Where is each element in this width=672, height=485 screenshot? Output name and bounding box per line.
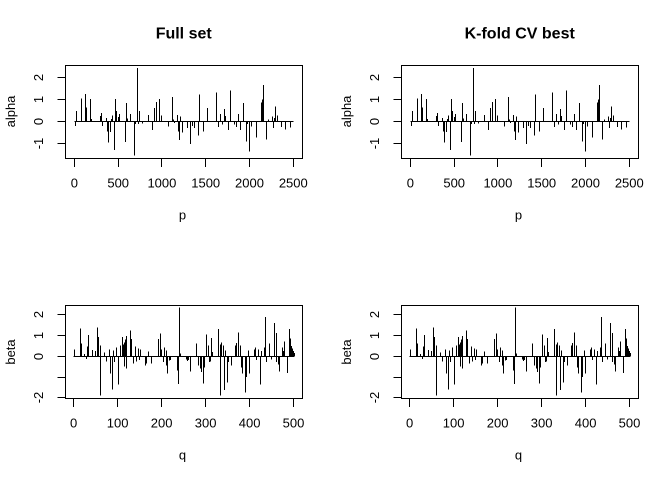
- svg-text:alpha: alpha: [339, 95, 354, 128]
- svg-text:beta: beta: [3, 339, 18, 365]
- svg-text:300: 300: [195, 416, 217, 431]
- svg-text:0: 0: [71, 176, 78, 191]
- svg-text:0: 0: [31, 118, 46, 125]
- svg-text:1500: 1500: [191, 176, 220, 191]
- svg-text:p: p: [179, 208, 186, 223]
- svg-text:-2: -2: [31, 392, 46, 404]
- svg-text:1: 1: [31, 96, 46, 103]
- svg-text:q: q: [515, 448, 522, 463]
- svg-text:alpha: alpha: [3, 95, 18, 128]
- svg-text:-1: -1: [31, 138, 46, 150]
- svg-text:2500: 2500: [279, 176, 308, 191]
- svg-text:1000: 1000: [147, 176, 176, 191]
- svg-text:beta: beta: [339, 339, 354, 365]
- svg-text:500: 500: [107, 176, 129, 191]
- svg-text:400: 400: [239, 416, 261, 431]
- svg-text:0: 0: [31, 353, 46, 360]
- svg-text:0: 0: [70, 416, 77, 431]
- svg-text:K-fold CV best: K-fold CV best: [465, 26, 576, 43]
- svg-text:100: 100: [107, 416, 129, 431]
- svg-text:500: 500: [283, 416, 305, 431]
- svg-text:q: q: [179, 448, 186, 463]
- svg-text:200: 200: [151, 416, 173, 431]
- svg-text:1: 1: [31, 332, 46, 339]
- svg-text:Full set: Full set: [156, 26, 213, 43]
- svg-text:2: 2: [31, 311, 46, 318]
- svg-text:p: p: [515, 208, 522, 223]
- svg-text:2000: 2000: [235, 176, 264, 191]
- svg-text:2: 2: [31, 74, 46, 81]
